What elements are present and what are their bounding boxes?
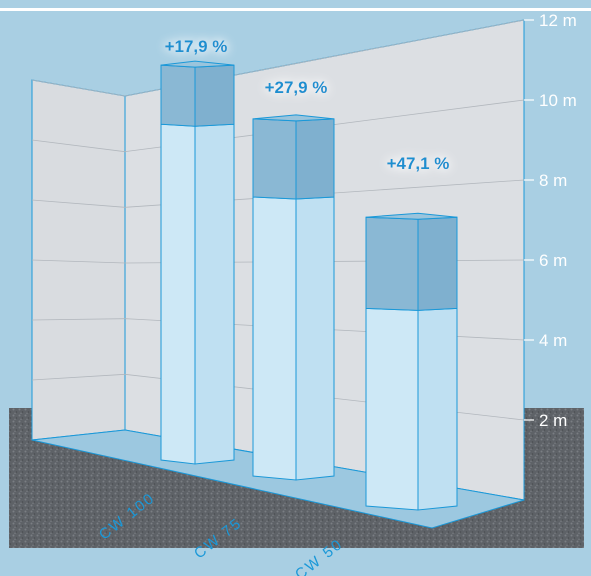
bar-increase-left-face: [252, 118, 297, 200]
grid-line-left: [31, 139, 126, 153]
bar-base-right-face: [417, 307, 458, 511]
y-tick-label: 12 m: [539, 11, 577, 30]
bar-increase-right-face: [194, 64, 235, 127]
percentage-labels: +17,9 % +27,9 % +47,1 %: [165, 37, 450, 173]
y-tick-label: 4 m: [539, 331, 567, 350]
bar-increase-left-face: [160, 64, 196, 127]
bar-increase-right-face: [295, 118, 335, 200]
grid-line-left: [31, 373, 126, 381]
grid-line-left: [31, 318, 126, 321]
bar-increase-left-face: [365, 216, 419, 311]
y-tick-label: 8 m: [539, 171, 567, 190]
bars: [160, 60, 458, 511]
increase-percent-label: +17,9 %: [165, 37, 228, 56]
grid-line-left: [31, 259, 126, 264]
bar-top-cap: [160, 60, 235, 68]
grid-line-left: [31, 199, 126, 208]
bar-base-left-face: [252, 196, 297, 481]
bar-base-left-face: [365, 307, 419, 511]
bar-top-cap: [365, 212, 458, 220]
increase-percent-label: +47,1 %: [387, 154, 450, 173]
bar-base-left-face: [160, 123, 196, 465]
bar-top-cap: [252, 114, 335, 122]
y-tick-label: 10 m: [539, 91, 577, 110]
y-axis: 2 m 4 m 6 m 8 m 10 m 12 m: [524, 11, 577, 430]
back-wall-left: [31, 79, 126, 441]
grid-line-left: [31, 79, 126, 97]
y-tick-label: 2 m: [539, 411, 567, 430]
increase-percent-label: +27,9 %: [265, 78, 328, 97]
top-rule: [0, 8, 591, 11]
bar-increase-right-face: [417, 216, 458, 311]
bar-base-right-face: [194, 123, 235, 465]
bar-base-right-face: [295, 196, 335, 481]
y-tick-label: 6 m: [539, 251, 567, 270]
